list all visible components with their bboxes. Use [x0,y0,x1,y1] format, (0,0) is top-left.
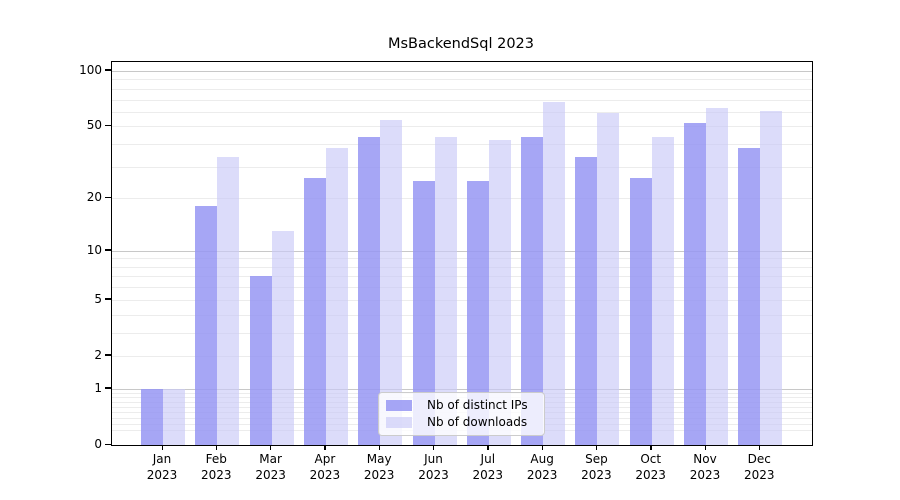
x-tick-label: Apr 2023 [309,452,341,482]
y-tick-label: 100 [79,62,102,77]
bar-distinct-ips-feb [195,206,218,445]
y-tick-mark [105,298,111,300]
gridline-minor [112,276,812,278]
y-tick-mark [105,124,111,127]
bar-distinct-ips-oct [629,177,652,445]
legend-label-downloads: Nb of downloads [427,415,528,429]
x-tick-label: Nov 2023 [689,452,721,482]
y-tick-label: 1 [94,380,102,395]
legend-label-distinct-ips: Nb of distinct IPs [427,398,528,412]
bar-downloads-jul [488,140,511,445]
gridline-minor [112,299,812,301]
bar-downloads-dec [760,110,783,445]
x-tick-label: Mar 2023 [255,452,286,482]
bar-distinct-ips-jan [141,388,163,445]
x-tick-mark [595,445,598,450]
x-tick-label: Jun 2023 [418,452,449,482]
gridline-minor [112,198,812,200]
x-tick-label: Sep 2023 [581,452,612,482]
y-tick-mark [105,354,111,356]
bar-distinct-ips-dec [738,148,761,445]
x-tick-label: Oct 2023 [635,452,666,482]
bar-downloads-nov [706,107,728,445]
bar-distinct-ips-apr [303,177,326,445]
legend: Nb of distinct IPs Nb of downloads [378,392,545,436]
bar-distinct-ips-jun [412,180,435,445]
gridline-minor [112,88,812,90]
y-tick-label: 5 [94,291,102,306]
bar-downloads-aug [543,101,566,445]
gridline-minor [112,111,812,113]
bar-distinct-ips-nov [684,123,706,445]
gridline-minor [112,355,812,357]
x-tick-mark [487,445,489,450]
x-tick-mark [758,445,761,450]
legend-item-downloads: Nb of downloads [386,416,536,429]
gridline-minor [112,166,812,168]
x-tick-mark [378,445,381,450]
y-tick-label: 10 [86,242,102,257]
x-tick-label: Aug 2023 [526,452,558,482]
x-tick-label: Dec 2023 [744,452,775,482]
legend-swatch-downloads [386,417,412,428]
y-tick-mark [105,249,111,251]
x-tick-mark [270,445,272,450]
gridline-minor [112,99,812,101]
gridline-major [112,250,812,252]
bar-downloads-mar [271,231,294,445]
legend-swatch-distinct-ips [386,400,412,411]
gridline-major [112,388,812,390]
bar-downloads-feb [217,156,240,445]
bar-distinct-ips-may [358,136,381,445]
chart-title: MsBackendSql 2023 [387,36,534,52]
x-tick-label: Jul 2023 [472,452,504,482]
x-tick-mark [324,445,326,450]
gridline-minor [112,332,812,334]
x-tick-mark [704,445,706,450]
y-tick-label: 0 [94,437,102,451]
bar-downloads-jan [163,388,185,445]
bar-distinct-ips-aug [521,136,544,445]
bar-distinct-ips-mar [249,276,272,445]
x-tick-mark [541,445,543,450]
bar-downloads-jun [434,136,457,445]
bar-distinct-ips-sep [575,156,598,445]
gridline-minor [112,126,812,128]
gridline-minor [112,79,812,81]
x-tick-mark [161,445,163,450]
gridline-major [112,70,812,72]
x-tick-label: May 2023 [363,452,395,482]
y-tick-mark [105,196,111,199]
x-tick-mark [650,445,652,450]
gridline-minor [112,144,812,146]
bar-downloads-oct [651,136,674,445]
x-tick-mark [215,445,218,450]
bar-distinct-ips-jul [466,180,489,445]
gridline-minor [112,314,812,316]
y-tick-label: 50 [86,118,102,133]
legend-item-distinct-ips: Nb of distinct IPs [386,399,536,412]
y-tick-label: 20 [86,190,102,205]
y-tick-mark [105,443,111,445]
gridline-minor [112,258,812,260]
y-tick-label: 2 [94,347,102,362]
bar-downloads-may [380,120,403,445]
x-tick-label: Jan 2023 [146,452,178,482]
x-tick-mark [433,445,435,450]
gridline-minor [112,287,812,289]
plot-area [111,61,813,446]
y-tick-mark [105,387,111,389]
y-tick-mark [105,69,111,71]
x-tick-label: Feb 2023 [201,452,232,482]
gridline-minor [112,266,812,268]
bar-downloads-sep [597,113,620,445]
bar-downloads-apr [325,148,348,445]
